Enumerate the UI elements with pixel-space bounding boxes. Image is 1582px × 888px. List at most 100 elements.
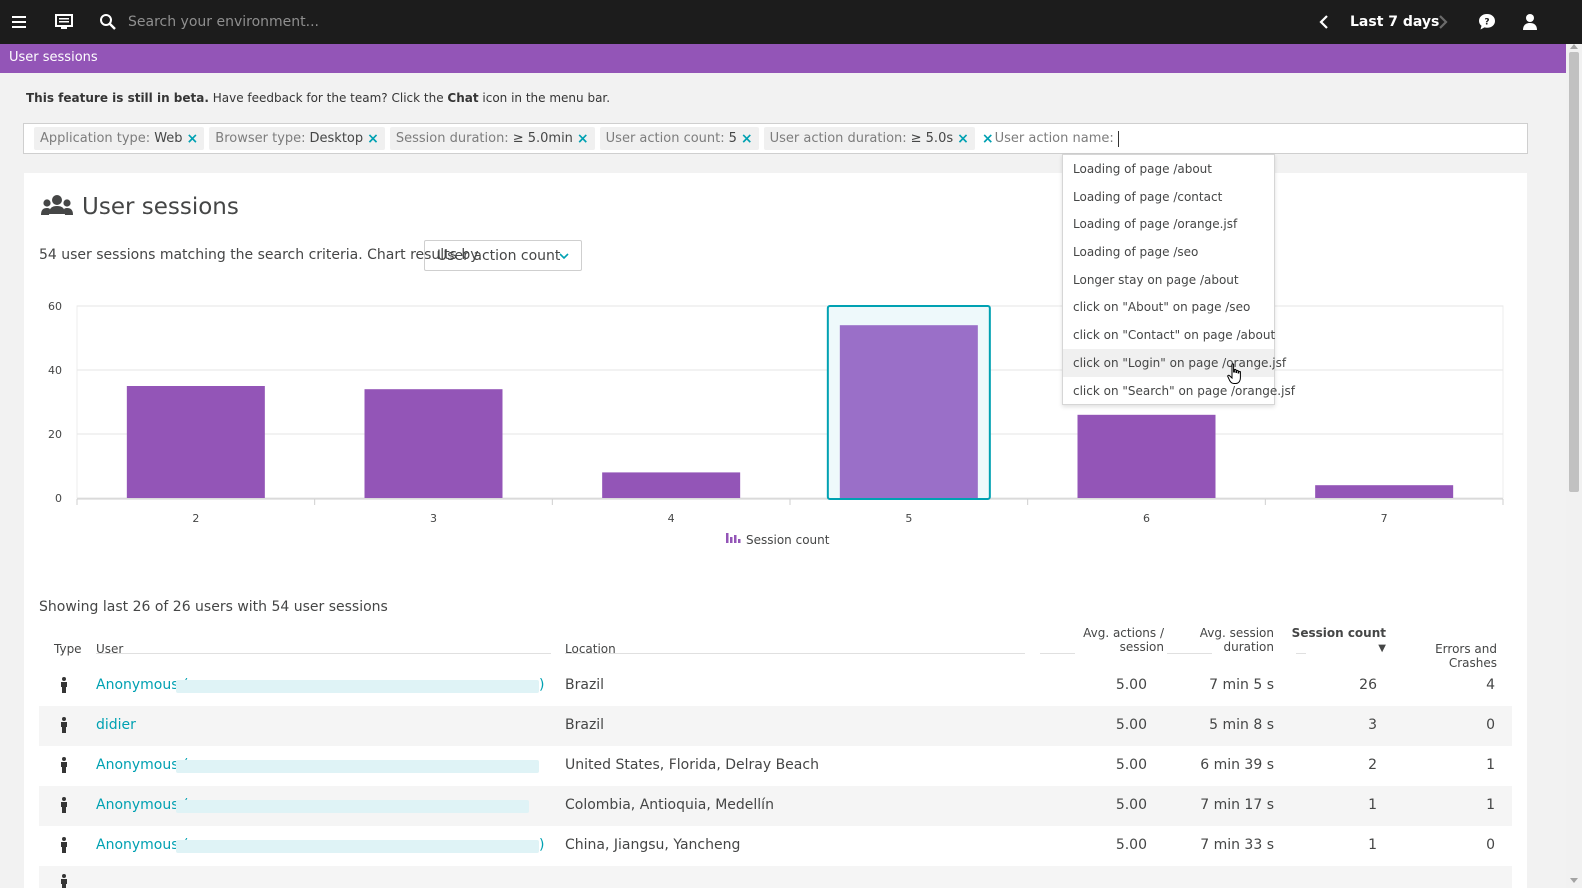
person-icon: [60, 757, 68, 777]
table-row[interactable]: Anonymous ( ) Brazil 5.00 7 min 5 s 26 4: [39, 666, 1512, 706]
filter-value: ≥ 5.0min: [512, 131, 573, 146]
beta-notice-text-end: icon in the menu bar.: [478, 91, 611, 105]
chevron-right-icon[interactable]: [1431, 10, 1455, 34]
suggestion-item[interactable]: Loading of page /orange.jsf: [1073, 217, 1238, 232]
x-tick-label: 6: [1143, 512, 1150, 525]
remove-filter-icon[interactable]: ×: [186, 130, 199, 147]
table-row[interactable]: didier Brazil 5.00 5 min 8 s 3 0: [39, 706, 1512, 746]
person-icon: [60, 874, 68, 888]
redacted-user-id: [176, 760, 539, 773]
user-link-suffix[interactable]: ): [539, 677, 545, 693]
avg-duration-cell: 6 min 39 s: [1200, 757, 1274, 773]
session-count-cell: 3: [1368, 717, 1377, 733]
session-count-cell: 26: [1359, 677, 1377, 693]
redacted-user-id: [176, 680, 539, 693]
results-summary: 54 user sessions matching the search cri…: [39, 247, 479, 263]
filter-bar[interactable]: Application type: Web × Browser type: Deskt…: [23, 123, 1528, 154]
person-icon: [60, 797, 68, 817]
chart-by-value: User action count: [437, 248, 561, 264]
filter-chip-session-duration[interactable]: Session duration: ≥ 5.0min ×: [389, 127, 595, 150]
hand-cursor-icon: [1227, 363, 1243, 389]
header-divider: [565, 653, 1025, 654]
user-link[interactable]: Anonymous (: [96, 797, 189, 813]
pending-filter-key: User action name:: [994, 131, 1114, 146]
avg-duration-cell: 7 min 33 s: [1200, 837, 1274, 853]
session-count-cell: 1: [1368, 837, 1377, 853]
table-row[interactable]: Anonymous ( Colombia, Antioquia, Medellí…: [39, 786, 1512, 826]
column-header-type: Type: [54, 642, 82, 656]
timeframe-selector[interactable]: Last 7 days: [1350, 14, 1440, 30]
chart-bar: [364, 389, 503, 498]
column-header-avg-duration[interactable]: Avg. session duration: [1174, 626, 1274, 654]
suggestion-item[interactable]: click on "About" on page /seo: [1073, 300, 1251, 315]
filter-value: 5: [728, 131, 737, 146]
x-tick-label: 7: [1381, 512, 1388, 525]
y-tick-label: 60: [48, 300, 62, 313]
user-action-name-suggestions[interactable]: Loading of page /about Loading of page /…: [1062, 154, 1295, 405]
monitor-icon[interactable]: [52, 10, 76, 34]
table-row[interactable]: [39, 866, 1512, 888]
user-link-suffix[interactable]: ): [539, 837, 545, 853]
hamburger-menu-icon[interactable]: [8, 10, 32, 34]
user-link[interactable]: Anonymous (: [96, 757, 189, 773]
user-link[interactable]: Anonymous (: [96, 837, 189, 853]
column-header-avg-actions-line1: Avg. actions /: [1083, 626, 1164, 640]
users-group-icon: [41, 194, 73, 224]
table-row[interactable]: Anonymous ( ) China, Jiangsu, Yancheng 5…: [39, 826, 1512, 866]
scrollbar-thumb[interactable]: [1569, 52, 1579, 492]
column-header-avg-actions[interactable]: Avg. actions / session: [1064, 626, 1164, 654]
filter-chip-browser-type[interactable]: Browser type: Desktop ×: [209, 127, 385, 150]
remove-filter-icon[interactable]: ×: [957, 130, 969, 147]
bar-chart-icon: [734, 535, 737, 543]
user-link[interactable]: Anonymous (: [96, 677, 189, 693]
beta-notice: This feature is still in beta. Have feed…: [26, 91, 610, 105]
suggestion-item[interactable]: Loading of page /contact: [1073, 189, 1223, 204]
chart-legend: [726, 533, 741, 543]
x-tick-label: 3: [430, 512, 437, 525]
card-title: User sessions: [82, 194, 239, 220]
user-icon[interactable]: [1518, 10, 1542, 34]
user-link[interactable]: didier: [96, 717, 136, 733]
errors-cell: 0: [1486, 837, 1495, 853]
filter-chip-user-action-duration[interactable]: User action duration: ≥ 5.0s ×: [763, 127, 975, 150]
suggestion-item[interactable]: Longer stay on page /about: [1073, 272, 1239, 287]
column-header-session-count[interactable]: Session count ▼: [1286, 626, 1386, 654]
suggestion-item[interactable]: click on "Contact" on page /about: [1073, 328, 1276, 343]
filter-chip-user-action-count[interactable]: User action count: 5 ×: [599, 127, 759, 150]
avg-duration-cell: 7 min 5 s: [1209, 677, 1274, 693]
chart-by-select[interactable]: User action count: [424, 240, 582, 271]
avg-actions-cell: 5.00: [1115, 757, 1147, 773]
search-input[interactable]: [128, 10, 728, 34]
avg-actions-cell: 5.00: [1115, 717, 1147, 733]
vertical-scrollbar[interactable]: [1566, 44, 1582, 888]
search-icon[interactable]: [96, 10, 120, 34]
suggestion-item[interactable]: Loading of page /seo: [1073, 245, 1199, 260]
remove-filter-icon[interactable]: ×: [740, 130, 753, 147]
suggestion-item[interactable]: click on "Search" on page /orange.jsf: [1073, 383, 1295, 398]
scroll-down-arrow-icon[interactable]: [1570, 878, 1578, 883]
errors-cell: 0: [1486, 717, 1495, 733]
location-cell: Brazil: [565, 717, 605, 733]
person-icon: [60, 677, 68, 697]
scroll-up-arrow-icon[interactable]: [1570, 44, 1578, 49]
filter-input[interactable]: [1117, 130, 1178, 147]
column-header-user[interactable]: User: [96, 642, 124, 656]
session-count-chart: 0 20 40 60 2 3 4 5 6 7 Session count: [48, 300, 1504, 547]
remove-filter-icon[interactable]: ×: [367, 130, 379, 147]
pending-filter[interactable]: × User action name:: [981, 130, 1178, 147]
chevron-left-icon[interactable]: [1312, 10, 1336, 34]
location-cell: Brazil: [565, 677, 605, 693]
person-icon: [60, 837, 68, 857]
remove-filter-icon[interactable]: ×: [981, 130, 994, 147]
filter-chip-application-type[interactable]: Application type: Web ×: [34, 127, 205, 150]
chat-icon[interactable]: ?: [1475, 10, 1499, 34]
header-divider: [96, 653, 551, 654]
column-header-errors[interactable]: Errors and Crashes: [1435, 642, 1497, 670]
table-row[interactable]: Anonymous ( United States, Florida, Delr…: [39, 746, 1512, 786]
top-bar: Last 7 days ?: [0, 0, 1582, 44]
column-header-session-count-label: Session count: [1291, 626, 1386, 640]
column-header-location[interactable]: Location: [565, 642, 616, 656]
suggestion-item[interactable]: Loading of page /about: [1073, 162, 1212, 176]
remove-filter-icon[interactable]: ×: [576, 130, 589, 147]
errors-cell: 1: [1486, 797, 1495, 813]
